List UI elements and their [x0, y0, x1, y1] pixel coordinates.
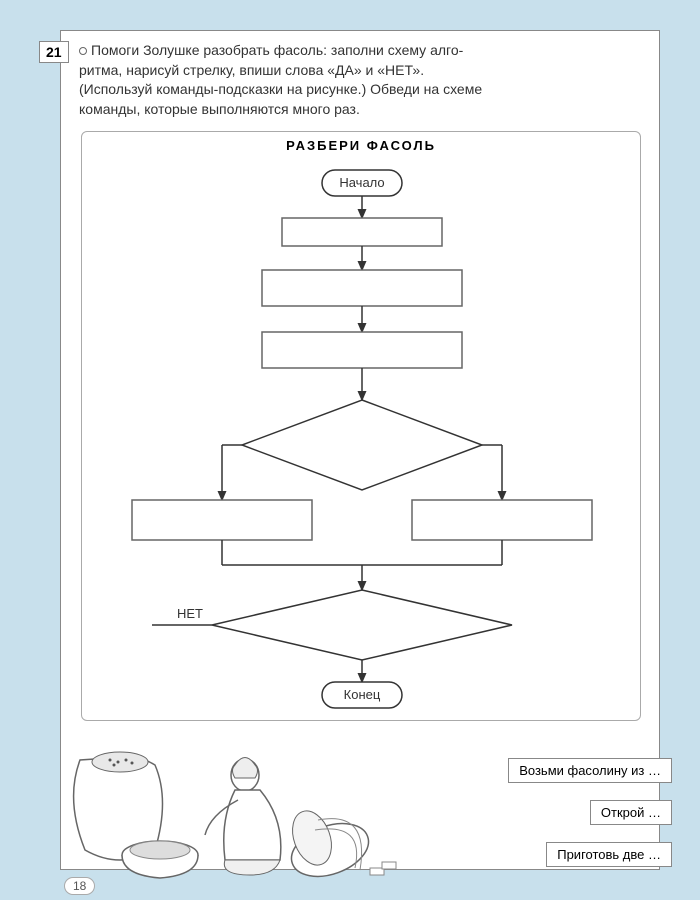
task-line-4: команды, которые выполняются много раз.	[79, 101, 360, 117]
hint-box-3: Приготовь две …	[546, 842, 672, 867]
task-number-badge: 21	[39, 41, 69, 63]
hint-box-1: Возьми фасолину из …	[508, 758, 672, 783]
flowchart-frame: РАЗБЕРИ ФАСОЛЬ Начало	[81, 131, 641, 721]
start-label: Начало	[339, 175, 384, 190]
page-number: 18	[64, 877, 95, 895]
task-line-2: ритма, нарисуй стрелку, впиши слова «ДА»…	[79, 62, 424, 78]
task-line-1: Помоги Золушке разобрать фасоль: заполни…	[91, 42, 463, 58]
task-line-3: (Используй команды-подсказки на рисунке.…	[79, 81, 482, 97]
task-instructions: Помоги Золушке разобрать фасоль: заполни…	[79, 41, 639, 119]
process-box-3	[262, 332, 462, 368]
process-box-1	[282, 218, 442, 246]
decision-1	[242, 400, 482, 490]
cinderella-illustration	[60, 720, 420, 880]
bullet-icon	[79, 47, 87, 55]
process-left	[132, 500, 312, 540]
end-label: Конец	[344, 687, 381, 702]
flowchart-title: РАЗБЕРИ ФАСОЛЬ	[82, 132, 640, 153]
flowchart-svg: Начало	[82, 160, 642, 720]
no-label: НЕТ	[177, 606, 203, 621]
process-right	[412, 500, 592, 540]
process-box-2	[262, 270, 462, 306]
hint-box-2: Открой …	[590, 800, 672, 825]
decision-2	[212, 590, 512, 660]
